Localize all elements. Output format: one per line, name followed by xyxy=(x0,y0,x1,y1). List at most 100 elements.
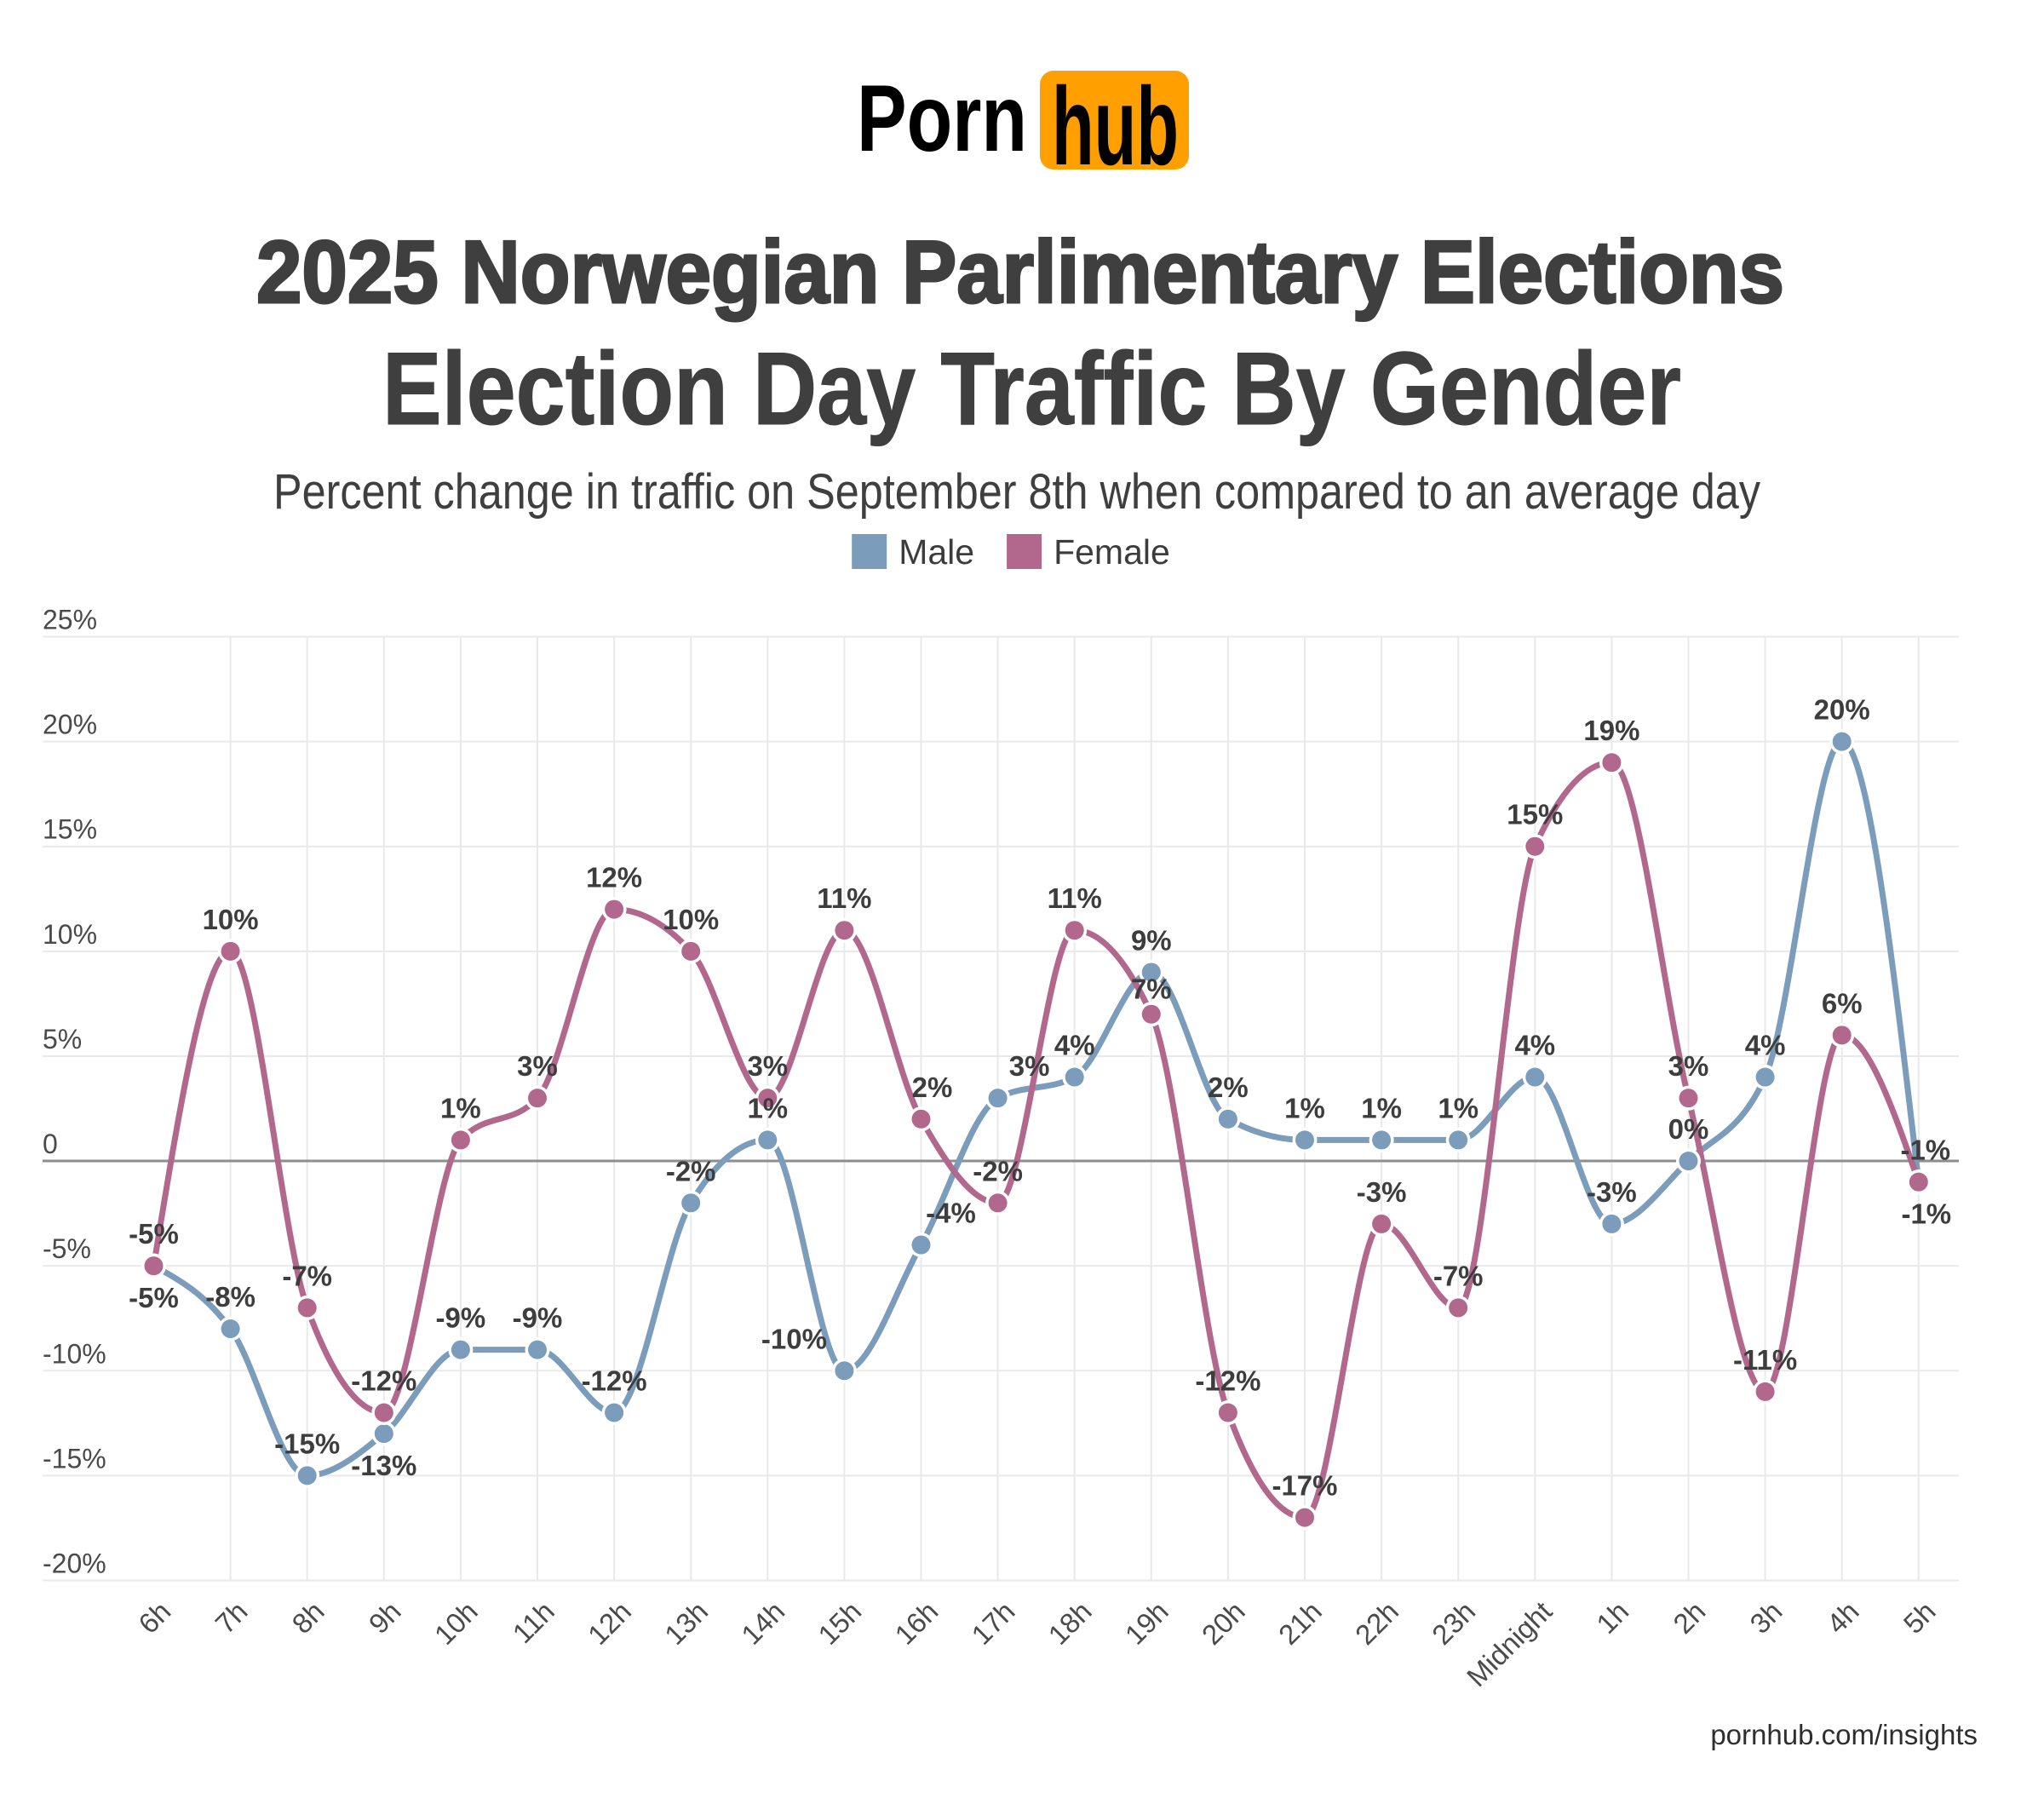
data-label: 4% xyxy=(1745,1030,1786,1061)
data-label: -5% xyxy=(129,1282,179,1313)
point-marker xyxy=(1679,1089,1698,1108)
data-label: -7% xyxy=(282,1260,332,1291)
point-marker xyxy=(1832,1026,1852,1045)
point-marker xyxy=(221,941,240,961)
point-marker xyxy=(1525,836,1545,856)
data-label: 20% xyxy=(1814,694,1870,726)
x-tick-label: 6h xyxy=(132,1595,176,1640)
data-label: -12% xyxy=(1195,1365,1260,1397)
point-marker xyxy=(221,1319,240,1339)
point-marker xyxy=(1602,753,1622,773)
point-marker xyxy=(758,1130,778,1150)
traffic-line-chart: 25% 20% 15% 10% 5% 0 -5% -10% -15% -20% 6h 7h 8h 9h 10… xyxy=(43,605,1959,1692)
point-marker xyxy=(605,899,624,919)
y-tick-label: -15% xyxy=(43,1443,106,1474)
data-label: -3% xyxy=(1357,1176,1407,1208)
x-tick-label: 2h xyxy=(1667,1595,1711,1640)
point-marker xyxy=(911,1235,931,1255)
data-label: 9% xyxy=(1131,924,1172,956)
page-title: 2025 Norwegian Parlimentary Elections xyxy=(256,223,1784,322)
point-marker xyxy=(374,1424,393,1444)
point-marker xyxy=(1372,1130,1392,1150)
point-marker xyxy=(1141,962,1161,982)
point-marker xyxy=(374,1403,393,1422)
data-label: 3% xyxy=(1009,1050,1050,1082)
data-label: 1% xyxy=(1361,1092,1402,1123)
line-male xyxy=(151,738,1922,1479)
point-marker xyxy=(1372,1214,1392,1233)
point-marker xyxy=(528,1340,547,1359)
x-tick-label: 14h xyxy=(735,1595,790,1651)
data-label: -13% xyxy=(351,1450,416,1481)
point-marker xyxy=(1832,732,1852,751)
point-marker xyxy=(835,921,854,940)
data-label: -12% xyxy=(582,1365,647,1397)
logo-hub-box xyxy=(1040,71,1189,170)
y-tick-label: 25% xyxy=(43,605,97,635)
x-tick-label: 19h xyxy=(1119,1595,1174,1651)
x-tick-label: 5h xyxy=(1898,1595,1942,1640)
data-label: 0% xyxy=(1668,1113,1709,1145)
data-label: 3% xyxy=(747,1050,788,1082)
y-tick-label: -5% xyxy=(43,1233,91,1264)
point-marker xyxy=(528,1089,547,1108)
chart-legend: Male Female xyxy=(852,532,1170,572)
point-marker xyxy=(835,1361,854,1381)
y-tick-label: 0 xyxy=(43,1129,58,1159)
y-axis-labels: 25% 20% 15% 10% 5% 0 -5% -10% -15% -20% xyxy=(43,605,106,1579)
y-tick-label: 15% xyxy=(43,814,97,845)
x-tick-label: 21h xyxy=(1272,1595,1328,1651)
x-tick-label: 3h xyxy=(1743,1595,1788,1640)
data-label: 12% xyxy=(586,862,642,894)
point-marker xyxy=(451,1340,470,1359)
point-marker xyxy=(758,1089,778,1108)
y-tick-label: -20% xyxy=(43,1548,106,1578)
data-label: 10% xyxy=(203,904,259,935)
data-label: -2% xyxy=(666,1155,716,1187)
point-marker xyxy=(297,1298,317,1318)
x-tick-label: 16h xyxy=(888,1595,944,1651)
legend-swatch-male xyxy=(852,534,887,569)
data-label: 19% xyxy=(1583,715,1639,746)
data-label: -3% xyxy=(1587,1176,1637,1208)
data-label: 2% xyxy=(1208,1072,1249,1103)
point-marker xyxy=(144,1256,164,1276)
data-label: 1% xyxy=(1438,1092,1478,1123)
data-label: -7% xyxy=(1433,1260,1484,1291)
point-marker xyxy=(605,1403,624,1422)
data-label: -1% xyxy=(1901,1198,1951,1230)
point-marker xyxy=(1755,1382,1775,1401)
point-marker xyxy=(1755,1067,1775,1087)
point-marker xyxy=(681,941,701,961)
data-label: -17% xyxy=(1272,1470,1337,1502)
point-marker xyxy=(988,1089,1008,1108)
x-tick-label: 9h xyxy=(363,1595,407,1640)
x-tick-label: Midnight xyxy=(1461,1595,1558,1692)
data-label: -9% xyxy=(436,1302,486,1334)
x-tick-label: 20h xyxy=(1196,1595,1251,1651)
line-female xyxy=(151,759,1922,1521)
point-marker xyxy=(1141,1004,1161,1024)
point-labels-male: -5% -8%-15%-13%-9% -9%-12%-2%1%-10%-4%3%4%… xyxy=(129,694,1950,1482)
data-label: 15% xyxy=(1507,799,1563,830)
x-tick-label: 22h xyxy=(1349,1595,1404,1651)
points-female xyxy=(141,750,1932,1531)
data-label: -2% xyxy=(973,1155,1023,1187)
point-marker xyxy=(988,1193,1008,1213)
point-marker xyxy=(1525,1067,1545,1087)
point-marker xyxy=(681,1193,701,1213)
data-label: 4% xyxy=(1054,1030,1095,1061)
point-marker xyxy=(911,1109,931,1129)
data-label: -4% xyxy=(926,1198,976,1229)
y-tick-label: -10% xyxy=(43,1338,106,1369)
x-axis-labels: 6h 7h 8h 9h 10h 11h 12h 13h 14h 15h 16h 17h 18h 19h 20… xyxy=(132,1595,1941,1692)
data-label: -1% xyxy=(1900,1135,1950,1166)
data-label: 3% xyxy=(1668,1050,1709,1082)
data-label: 1% xyxy=(747,1092,788,1123)
point-marker xyxy=(1218,1109,1237,1129)
data-label: -11% xyxy=(1733,1344,1797,1376)
logo-text-porn: Porn xyxy=(857,66,1027,171)
footer-link: pornhub.com/insights xyxy=(1710,1719,1978,1750)
data-label: -12% xyxy=(351,1365,416,1397)
